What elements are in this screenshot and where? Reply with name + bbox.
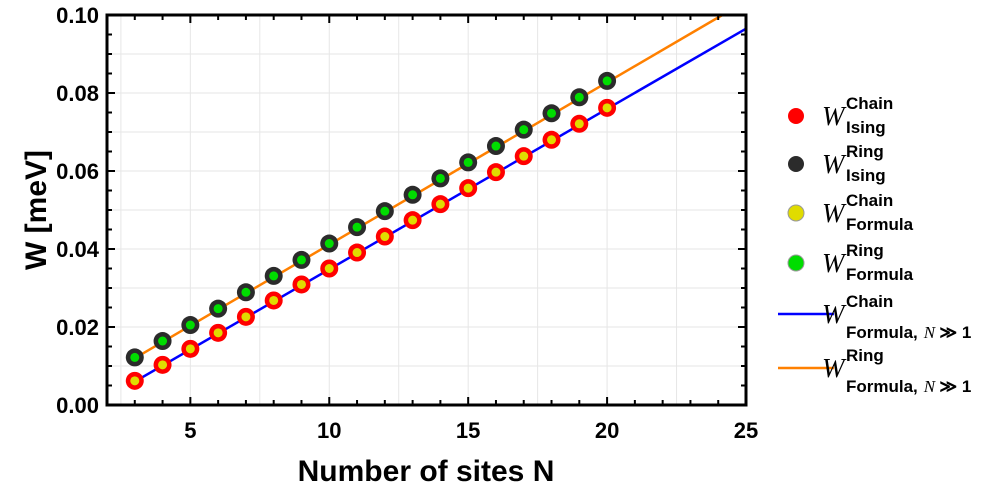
data-point [435, 173, 445, 183]
legend-item: W Ring Formula, N ≫ 1 [778, 346, 971, 396]
y-tick-label: 0.06 [56, 159, 99, 184]
legend-label-sub: Formula [846, 215, 914, 234]
data-point [324, 239, 334, 249]
data-point [269, 295, 279, 305]
legend-label-sub: Ising [846, 118, 886, 137]
y-tick-label: 0.10 [56, 3, 99, 28]
x-axis-title: Number of sites N [298, 455, 555, 488]
data-point [241, 312, 251, 322]
legend-marker [788, 108, 804, 124]
legend-item: W Chain Formula, N ≫ 1 [778, 292, 971, 342]
series-points [125, 71, 617, 390]
data-point [463, 183, 473, 193]
legend-item: W Ring Ising [788, 142, 886, 185]
legend-label-sup: Ring [846, 142, 884, 161]
data-point [547, 108, 557, 118]
data-point [352, 248, 362, 258]
data-point [269, 271, 279, 281]
legend-label-sup: Chain [846, 94, 893, 113]
data-point [185, 320, 195, 330]
data-point [324, 264, 334, 273]
y-tick-label: 0.04 [56, 237, 100, 262]
legend-label-n: N [923, 377, 940, 396]
legend-marker [788, 156, 804, 172]
legend-label-rest: ≫ 1 [939, 323, 971, 342]
legend-label-sup: Ring [846, 241, 884, 260]
data-point [296, 255, 306, 265]
legend-label-sub-extra: N ≫ 1 [923, 377, 972, 396]
legend-item: W Chain Formula [787, 191, 914, 234]
data-point [158, 336, 168, 346]
legend-label-sup: Chain [846, 292, 893, 311]
y-tick-label: 0.08 [56, 81, 99, 106]
data-point [519, 151, 529, 161]
legend-label-sub: Ising [846, 166, 886, 185]
data-point [408, 215, 418, 225]
legend-label-main: W [822, 248, 847, 278]
legend-marker [787, 254, 805, 272]
legend-item: W Chain Ising [788, 94, 893, 137]
data-point [463, 157, 473, 167]
legend-label-main: W [822, 353, 847, 383]
data-point [435, 199, 445, 209]
legend-label-sub: Formula, N ≫ 1 [846, 377, 971, 396]
x-tick-label: 15 [456, 418, 480, 443]
data-point [602, 76, 612, 86]
data-point [185, 344, 195, 354]
x-tick-label: 10 [317, 418, 341, 443]
grid [107, 14, 746, 405]
data-point [352, 222, 362, 232]
legend-label-sub: Formula, N ≫ 1 [846, 323, 971, 342]
legend-label-main: W [822, 198, 847, 228]
data-point [158, 360, 168, 370]
x-tick-label: 20 [595, 418, 619, 443]
data-point [380, 206, 390, 216]
legend-label-main: W [822, 101, 847, 131]
data-point [602, 103, 612, 113]
data-point [296, 279, 306, 289]
x-tick-label: 25 [734, 418, 758, 443]
data-point [130, 376, 140, 386]
y-tick-label: 0.00 [56, 393, 99, 418]
legend-label-main: W [822, 149, 847, 179]
data-point [130, 352, 140, 362]
legend-label-sub-extra: N ≫ 1 [923, 323, 972, 342]
y-axis-title: W [meV] [20, 150, 53, 270]
legend-label-sup: Chain [846, 191, 893, 210]
legend-label-main: W [822, 299, 847, 329]
y-tick-label: 0.02 [56, 315, 99, 340]
data-point [574, 92, 584, 102]
legend-label-n: N [923, 323, 940, 342]
legend-item: W Ring Formula [787, 241, 914, 284]
data-point [491, 167, 501, 177]
series-line [134, 13, 724, 360]
legend-label-sub: Formula [846, 265, 914, 284]
data-point [408, 190, 418, 200]
legend-marker [787, 204, 805, 222]
data-point [491, 141, 501, 151]
x-tick-label: 5 [184, 418, 196, 443]
ticks: 5 10 15 20 25 0.00 0.02 0.04 0.06 0.08 0.10 [56, 3, 758, 443]
data-point [213, 328, 223, 338]
data-point [241, 287, 251, 297]
data-point [574, 119, 584, 129]
legend-label-rest: ≫ 1 [939, 377, 971, 396]
data-point [213, 304, 223, 314]
data-point [380, 232, 390, 242]
legend-label-sup: Ring [846, 346, 884, 365]
data-point [547, 135, 557, 145]
data-point [519, 125, 529, 135]
